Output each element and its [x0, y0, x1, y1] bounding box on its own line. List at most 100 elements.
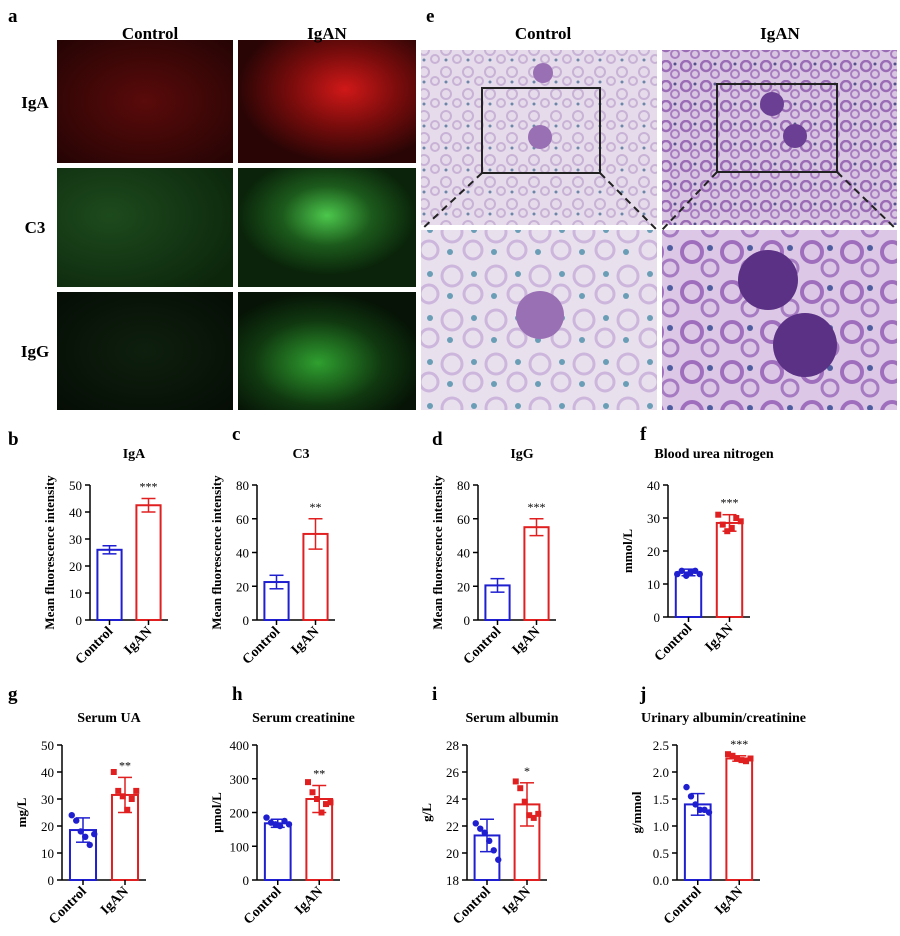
chart-title: IgG: [510, 447, 533, 462]
data-point: [318, 809, 325, 816]
significance-label: ***: [140, 480, 158, 494]
y-tick-label: 0.0: [653, 873, 669, 888]
x-tick-label: Control: [652, 621, 696, 665]
data-point: [687, 793, 695, 800]
y-tick-label: 0: [48, 873, 55, 888]
data-point: [86, 841, 93, 849]
y-tick-label: 0: [654, 610, 661, 625]
y-tick-label: 0.5: [653, 846, 669, 861]
data-point: [692, 801, 699, 808]
data-point: [738, 757, 745, 764]
panel-letter: b: [8, 429, 19, 450]
data-point: [82, 833, 89, 840]
y-tick-label: 200: [230, 806, 250, 821]
data-point: [724, 528, 731, 535]
glomerulus: [528, 125, 552, 149]
data-point: [133, 787, 140, 794]
significance-label: **: [310, 500, 322, 514]
y-tick-label: 80: [457, 478, 470, 493]
image: [662, 50, 897, 225]
data-point: [683, 783, 690, 791]
data-point: [737, 518, 744, 525]
y-axis-label: μmol/L: [209, 792, 224, 833]
histology-images: [420, 50, 898, 410]
data-point: [728, 524, 735, 531]
y-tick-label: 10: [69, 586, 82, 601]
data-point: [674, 570, 681, 578]
image: [57, 40, 233, 163]
y-tick-label: 30: [41, 792, 54, 807]
significance-label: **: [119, 758, 131, 772]
bar: [715, 521, 744, 619]
y-axis-label: mmol/L: [620, 529, 635, 573]
y-axis-label: mg/L: [14, 797, 29, 827]
chart-title: Serum creatinine: [252, 711, 355, 726]
x-tick-label: IgAN: [98, 884, 132, 918]
y-tick-label: 0: [76, 613, 83, 628]
zoom-line: [836, 171, 898, 231]
x-tick-label: Control: [450, 884, 494, 928]
x-tick-label: IgAN: [122, 624, 156, 658]
glomerulus: [516, 291, 564, 339]
bar: [674, 571, 703, 619]
y-tick-label: 20: [41, 819, 54, 834]
y-tick-label: 0: [243, 873, 250, 888]
y-tick-label: 40: [236, 546, 249, 561]
panel-letter: j: [639, 684, 646, 705]
zoom-line: [661, 171, 718, 231]
y-tick-label: 10: [647, 577, 660, 592]
x-tick-label: IgAN: [510, 624, 544, 658]
y-tick-label: 60: [236, 512, 249, 527]
x-tick-label: Control: [240, 624, 284, 668]
data-point: [472, 820, 479, 827]
panel-letter: a: [8, 6, 18, 27]
x-tick-label: IgAN: [292, 884, 326, 918]
y-tick-label: 40: [41, 765, 54, 780]
image: [57, 292, 233, 410]
data-point: [705, 809, 713, 816]
panel-letter: f: [640, 424, 647, 445]
y-tick-label: 400: [230, 738, 250, 753]
panel-letter: i: [432, 684, 437, 705]
panel-letter: h: [232, 684, 243, 705]
zoom-box: [481, 87, 601, 174]
y-tick-label: 20: [236, 579, 249, 594]
y-tick-label: 0: [464, 613, 471, 628]
data-point: [719, 521, 726, 528]
data-point: [486, 837, 493, 845]
data-point: [115, 787, 122, 794]
x-tick-label: Control: [241, 884, 285, 928]
data-point: [68, 812, 75, 819]
x-tick-label: Control: [46, 884, 90, 928]
panel-letter: g: [8, 684, 18, 705]
y-tick-label: 300: [230, 772, 250, 787]
data-point: [734, 755, 740, 762]
data-point: [512, 778, 519, 785]
data-point: [743, 758, 749, 765]
chart-title: Serum albumin: [466, 711, 559, 726]
y-tick-label: 30: [647, 511, 660, 526]
data-point: [526, 812, 533, 819]
data-point: [490, 847, 497, 854]
panel-letter: c: [232, 424, 240, 445]
significance-label: **: [313, 767, 325, 781]
data-point: [696, 570, 703, 578]
y-tick-label: 0: [243, 613, 250, 628]
y-tick-label: 50: [41, 738, 54, 753]
y-tick-label: 60: [457, 512, 470, 527]
y-tick-label: 20: [446, 846, 459, 861]
data-point: [729, 752, 736, 759]
data-point: [119, 793, 126, 800]
chart-title: C3: [292, 447, 309, 462]
data-point: [481, 829, 488, 836]
image: [238, 40, 416, 163]
bar: [263, 822, 292, 881]
row-label: IgA: [21, 93, 49, 112]
data-point: [733, 515, 740, 521]
y-axis-label: g/L: [419, 803, 434, 822]
y-tick-label: 10: [41, 846, 54, 861]
data-point: [281, 817, 288, 825]
fluorescence-images: [57, 40, 416, 410]
chart-title: Serum UA: [77, 711, 141, 726]
column-label: Control: [515, 24, 572, 43]
